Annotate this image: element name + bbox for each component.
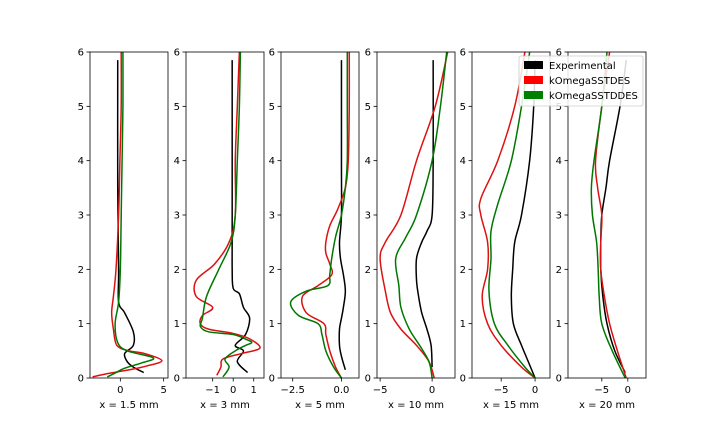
y-tick-label: 6: [269, 48, 275, 59]
y-tick-label: 5: [78, 102, 84, 113]
y-tick-label: 5: [174, 102, 180, 113]
series-lines: [193, 52, 261, 378]
y-tick-label: 3: [174, 211, 180, 222]
legend-swatch-experimental: [524, 61, 543, 69]
x-tick-label: 0: [532, 385, 538, 396]
x-tick-label: 0.0: [333, 385, 349, 396]
y-tick-label: 5: [269, 102, 275, 113]
legend-label-experimental: Experimental: [549, 61, 616, 72]
y-tick-label: 0: [174, 374, 180, 385]
subplot-3: 0 1 2 3 4 5 6 −2.5 0.0 x = 5 mm: [269, 48, 360, 411]
series-line-komegasstddes: [590, 52, 626, 378]
y-tick-label: 6: [174, 48, 180, 59]
series-line-experimental: [510, 60, 536, 378]
x-axis-label: x = 5 mm: [295, 400, 345, 411]
x-axis-label: x = 20 mm: [579, 400, 635, 411]
y-tick-label: 2: [460, 265, 466, 276]
y-tick-label: 1: [460, 319, 466, 330]
series-line-komegasstddes: [199, 52, 253, 378]
y-tick-label: 0: [460, 374, 466, 385]
y-tick-label: 2: [78, 265, 84, 276]
legend-swatch-komegasstdes: [524, 76, 543, 84]
subplot-5: 0 1 2 3 4 5 6 −5 0 x = 15 mm: [460, 48, 551, 411]
y-tick-label: 2: [174, 265, 180, 276]
y-tick-label: 4: [460, 156, 466, 167]
y-tick-label: 0: [365, 374, 371, 385]
x-axis-label: x = 1.5 mm: [99, 400, 158, 411]
x-axis-label: x = 15 mm: [483, 400, 539, 411]
y-tick-label: 6: [556, 48, 562, 59]
series-line-komegasstdes: [478, 52, 536, 378]
y-tick-label: 2: [269, 265, 275, 276]
y-tick-label: 3: [269, 211, 275, 222]
series-line-komegasstdes: [379, 52, 449, 378]
y-tick-label: 3: [460, 211, 466, 222]
x-tick-label: −1: [205, 385, 220, 396]
y-tick-label: 6: [78, 48, 84, 59]
series-line-komegasstdes: [92, 52, 163, 378]
x-tick-label: 0: [625, 385, 631, 396]
series-line-komegasstddes: [106, 52, 155, 378]
series-line-experimental: [415, 60, 434, 368]
legend-label-komegasstdes: kOmegaSSTDES: [549, 76, 630, 87]
y-tick-label: 4: [365, 156, 371, 167]
y-tick-label: 3: [556, 211, 562, 222]
y-tick-label: 1: [174, 319, 180, 330]
y-tick-label: 3: [78, 211, 84, 222]
x-tick-label: 0: [230, 385, 236, 396]
x-axis-label: x = 3 mm: [200, 400, 250, 411]
y-tick-label: 4: [78, 156, 84, 167]
series-lines: [478, 52, 536, 378]
x-tick-label: −5: [494, 385, 509, 396]
y-tick-label: 1: [365, 319, 371, 330]
x-tick-label: 1: [251, 385, 257, 396]
series-line-komegasstddes: [394, 52, 448, 378]
series-line-komegasstddes: [488, 52, 536, 378]
series-line-experimental: [231, 60, 251, 374]
y-tick-label: 2: [365, 265, 371, 276]
series-lines: [92, 52, 163, 378]
series-lines: [379, 52, 449, 378]
y-tick-label: 0: [556, 374, 562, 385]
x-tick-label: −5: [594, 385, 609, 396]
legend-label-komegasstddes: kOmegaSSTDDES: [549, 91, 638, 102]
y-tick-label: 0: [78, 374, 84, 385]
x-tick-label: 0: [429, 385, 435, 396]
x-tick-label: −2.5: [281, 385, 305, 396]
y-tick-label: 5: [556, 102, 562, 113]
y-tick-label: 1: [556, 319, 562, 330]
y-tick-label: 1: [78, 319, 84, 330]
series-lines: [590, 52, 627, 378]
x-tick-label: 0: [117, 385, 123, 396]
series-lines: [289, 52, 351, 378]
y-tick-label: 4: [174, 156, 180, 167]
legend-frame: [518, 55, 644, 107]
y-tick-label: 0: [269, 374, 275, 385]
series-line-komegasstddes: [289, 52, 349, 378]
y-tick-label: 4: [269, 156, 275, 167]
series-line-experimental: [338, 60, 347, 371]
legend-swatch-komegasstddes: [524, 91, 543, 99]
y-tick-label: 6: [460, 48, 466, 59]
x-axis-label: x = 10 mm: [388, 400, 444, 411]
x-tick-label: 5: [160, 385, 166, 396]
y-tick-label: 5: [460, 102, 466, 113]
y-tick-label: 2: [556, 265, 562, 276]
y-tick-label: 3: [365, 211, 371, 222]
legend: Experimental kOmegaSSTDES kOmegaSSTDDES: [518, 55, 644, 107]
y-tick-label: 5: [365, 102, 371, 113]
y-tick-label: 1: [269, 319, 275, 330]
y-tick-label: 4: [556, 156, 562, 167]
subplot-6: 0 1 2 3 4 5 6 −5 0 x = 20 mm: [556, 48, 647, 411]
y-tick-label: 6: [365, 48, 371, 59]
x-tick-label: −5: [373, 385, 388, 396]
